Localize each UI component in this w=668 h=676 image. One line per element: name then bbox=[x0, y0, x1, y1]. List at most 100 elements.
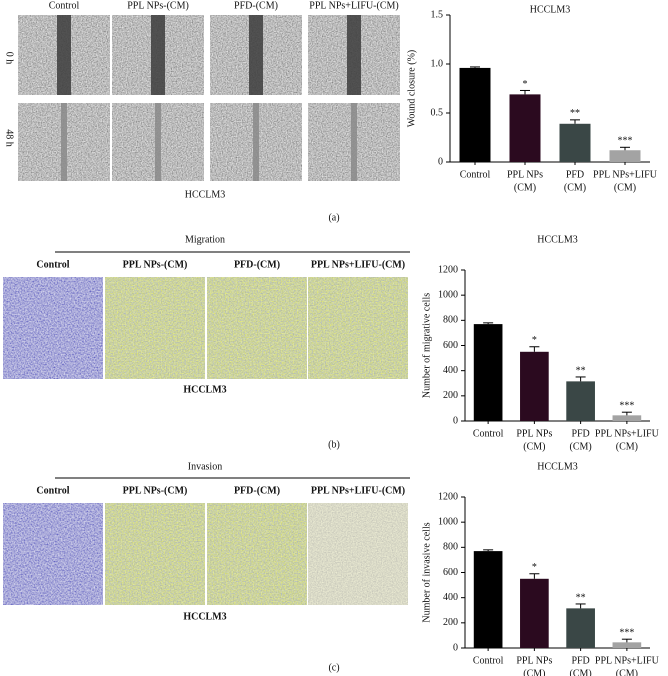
bar bbox=[473, 551, 503, 648]
x-tick-label: (CM) bbox=[614, 182, 636, 193]
cell-line-label: HCCLM3 bbox=[183, 611, 226, 622]
column-label: PPL NPs-(CM) bbox=[127, 0, 189, 11]
micrograph bbox=[308, 503, 408, 605]
y-tick-label: 0 bbox=[453, 642, 458, 653]
bar bbox=[459, 67, 491, 162]
panel-label: (a) bbox=[328, 212, 339, 223]
panel-heading: Invasion bbox=[188, 461, 222, 472]
chart-title: HCCLM3 bbox=[537, 461, 578, 472]
significance-mark: * bbox=[523, 79, 528, 90]
x-tick-label: (CM) bbox=[564, 182, 586, 193]
panel-heading: Migration bbox=[185, 234, 225, 245]
column-label: PFD-(CM) bbox=[234, 0, 278, 11]
significance-mark: *** bbox=[619, 400, 634, 411]
y-axis-label: Wound closure (%) bbox=[406, 50, 417, 128]
x-tick-label: Control bbox=[473, 655, 504, 666]
bar bbox=[559, 123, 591, 162]
x-tick-label: (CM) bbox=[514, 182, 536, 193]
x-tick-label: PFD bbox=[566, 169, 584, 180]
significance-mark: ** bbox=[570, 108, 580, 119]
scratch-gap bbox=[151, 15, 165, 95]
x-tick-label: PPL NPs bbox=[516, 655, 552, 666]
scratch-gap bbox=[351, 103, 357, 181]
micrograph bbox=[308, 277, 408, 379]
micrograph bbox=[105, 503, 205, 605]
column-label: PPL NPs-(CM) bbox=[123, 259, 188, 270]
chart-title: HCCLM3 bbox=[530, 4, 571, 15]
y-tick-label: 400 bbox=[443, 365, 458, 376]
x-tick-label: (CM) bbox=[616, 441, 638, 452]
bar bbox=[609, 150, 641, 162]
micrograph bbox=[207, 503, 307, 605]
x-tick-label: (CM) bbox=[616, 668, 638, 676]
x-tick-label: Control bbox=[473, 428, 504, 439]
column-label: PPL NPs+LIFU-(CM) bbox=[309, 0, 398, 11]
y-tick-label: 1000 bbox=[438, 516, 458, 527]
cell-line-label: HCCLM3 bbox=[183, 384, 226, 395]
significance-mark: *** bbox=[619, 627, 634, 638]
x-tick-label: (CM) bbox=[523, 441, 545, 452]
micrograph bbox=[207, 277, 307, 379]
bar bbox=[566, 608, 595, 648]
significance-mark: ** bbox=[576, 592, 586, 603]
x-tick-label: (CM) bbox=[570, 668, 592, 676]
x-tick-label: Control bbox=[460, 169, 491, 180]
column-label: PFD-(CM) bbox=[234, 485, 280, 496]
x-tick-label: PFD bbox=[571, 428, 589, 439]
y-tick-label: 200 bbox=[443, 617, 458, 628]
scratch-gap bbox=[249, 15, 263, 95]
y-tick-label: 1200 bbox=[438, 264, 458, 275]
bar bbox=[473, 324, 503, 421]
micrograph bbox=[3, 503, 103, 605]
cell-line-label: HCCLM3 bbox=[185, 189, 226, 200]
row-label: 48 h bbox=[4, 129, 15, 147]
y-tick-label: 0 bbox=[438, 156, 443, 167]
x-tick-label: PPL NPs bbox=[516, 428, 552, 439]
y-tick-label: 1000 bbox=[438, 289, 458, 300]
bar bbox=[612, 642, 642, 648]
y-tick-label: 800 bbox=[443, 542, 458, 553]
x-tick-label: PPL NPs+LIFU bbox=[593, 169, 658, 180]
column-label: Control bbox=[36, 259, 69, 270]
column-label: PPL NPs+LIFU-(CM) bbox=[311, 259, 405, 270]
scratch-gap bbox=[253, 103, 259, 181]
x-tick-label: PPL NPs bbox=[507, 169, 543, 180]
y-tick-label: 0 bbox=[453, 415, 458, 426]
y-tick-label: 400 bbox=[443, 592, 458, 603]
panel-label: (c) bbox=[328, 662, 339, 673]
scratch-gap bbox=[155, 103, 161, 181]
x-tick-label: PPL NPs+LIFU bbox=[595, 428, 660, 439]
y-tick-label: 0.5 bbox=[431, 107, 444, 118]
bar bbox=[612, 415, 642, 421]
y-tick-label: 200 bbox=[443, 390, 458, 401]
scratch-gap bbox=[61, 103, 67, 181]
y-axis-label: Number of invasive cells bbox=[421, 522, 432, 622]
significance-mark: ** bbox=[576, 365, 586, 376]
scratch-gap bbox=[347, 15, 361, 95]
column-label: Control bbox=[36, 485, 69, 496]
bar bbox=[566, 381, 595, 421]
y-tick-label: 600 bbox=[443, 567, 458, 578]
significance-mark: * bbox=[532, 335, 537, 346]
significance-mark: * bbox=[532, 562, 537, 573]
row-label: 0 h bbox=[4, 52, 15, 65]
y-tick-label: 600 bbox=[443, 340, 458, 351]
bar bbox=[520, 351, 549, 421]
y-tick-label: 800 bbox=[443, 315, 458, 326]
significance-mark: *** bbox=[618, 136, 633, 147]
y-tick-label: 1.5 bbox=[431, 9, 444, 20]
y-axis-label: Number of migrative cells bbox=[421, 293, 432, 398]
column-label: PFD-(CM) bbox=[234, 259, 280, 270]
x-tick-label: PPL NPs+LIFU bbox=[595, 655, 660, 666]
x-tick-label: (CM) bbox=[570, 441, 592, 452]
chart-title: HCCLM3 bbox=[537, 234, 578, 245]
scratch-gap bbox=[57, 15, 71, 95]
column-label: PPL NPs-(CM) bbox=[123, 485, 188, 496]
bar bbox=[509, 94, 541, 162]
x-tick-label: (CM) bbox=[523, 668, 545, 676]
micrograph bbox=[3, 277, 103, 379]
y-tick-label: 1200 bbox=[438, 491, 458, 502]
bar bbox=[520, 578, 549, 648]
column-label: PPL NPs+LIFU-(CM) bbox=[311, 485, 405, 496]
